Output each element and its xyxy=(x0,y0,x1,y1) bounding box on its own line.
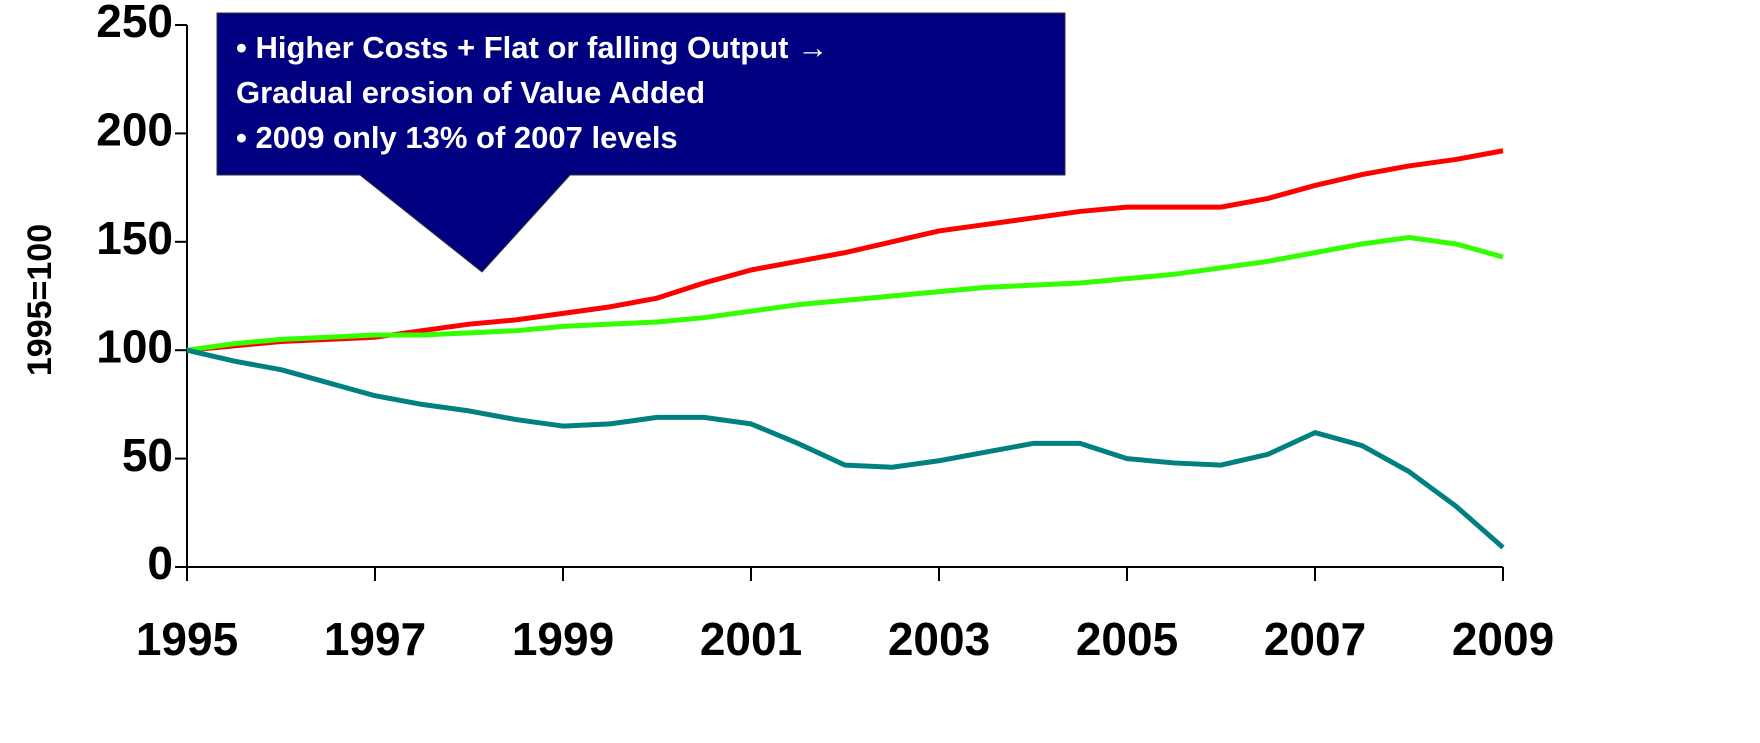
annotation-callout: • Higher Costs + Flat or falling Output … xyxy=(216,12,1066,273)
x-tick-label: 2001 xyxy=(700,613,802,665)
y-axis-label: 1995=100 xyxy=(21,224,59,376)
callout-box xyxy=(216,12,1066,273)
annotation-text: • Higher Costs + Flat or falling Output … xyxy=(236,30,828,65)
y-tick-label: 200 xyxy=(96,104,173,156)
annotation-text: Gradual erosion of Value Added xyxy=(236,75,705,110)
line-series xyxy=(186,234,1504,353)
y-tick-label: 100 xyxy=(96,320,173,372)
x-tick-label: 2005 xyxy=(1076,613,1178,665)
y-tick-label: 250 xyxy=(96,0,173,47)
x-tick-label: 1995 xyxy=(136,613,238,665)
x-tick-label: 2003 xyxy=(888,613,990,665)
x-tick-label: 1997 xyxy=(324,613,426,665)
annotation-text: • 2009 only 13% of 2007 levels xyxy=(236,120,678,155)
y-tick-label: 150 xyxy=(96,212,173,264)
line-series xyxy=(186,347,1505,550)
x-tick-label: 1999 xyxy=(512,613,614,665)
y-tick-label: 50 xyxy=(122,429,173,481)
x-tick-label: 2007 xyxy=(1264,613,1366,665)
x-tick-label: 2009 xyxy=(1452,613,1554,665)
y-tick-label: 0 xyxy=(147,537,173,589)
